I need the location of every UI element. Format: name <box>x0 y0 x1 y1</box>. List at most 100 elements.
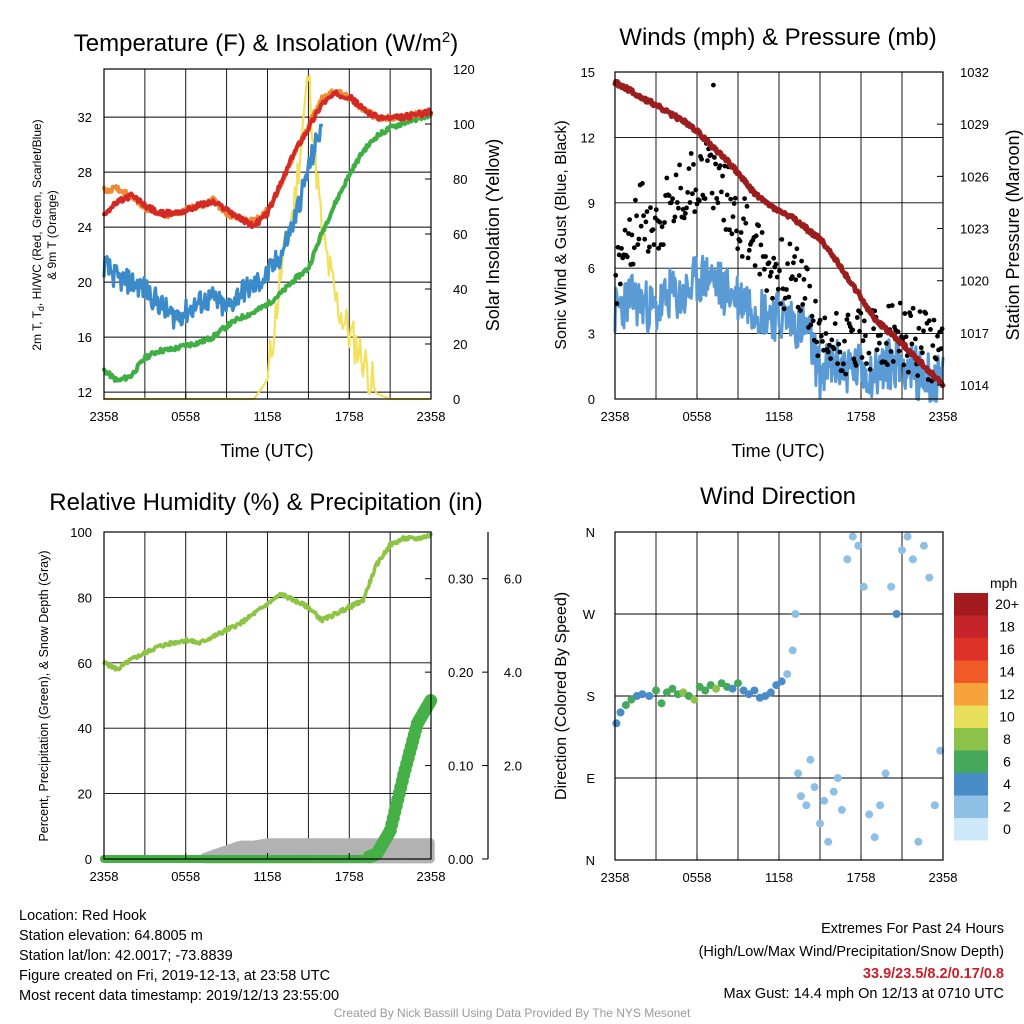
max-gust: Max Gust: 14.4 mph On 12/13 at 0710 UTC <box>723 986 1004 1002</box>
gust-point <box>650 227 656 233</box>
direction-point <box>645 692 654 700</box>
x-tick-label: 0558 <box>683 870 712 885</box>
gust-point <box>744 203 750 209</box>
y-left-tick-label: 12 <box>78 385 92 400</box>
direction-point <box>791 610 800 618</box>
gust-point <box>693 187 699 193</box>
gust-point <box>710 205 716 211</box>
gust-point <box>730 214 736 220</box>
gust-point <box>715 200 721 206</box>
gust-point <box>885 362 890 368</box>
legend-swatch <box>954 593 988 616</box>
y-left-tick-label: 20 <box>78 787 92 802</box>
y-right2-tick-label: 2.0 <box>504 759 522 774</box>
y-right-tick-label: 1017 <box>960 326 989 341</box>
direction-point <box>936 746 945 755</box>
gust-point <box>613 272 619 278</box>
gust-point <box>622 227 628 233</box>
station-location: Location: Red Hook <box>19 908 147 924</box>
direction-point <box>908 555 917 564</box>
gust-point <box>685 190 691 195</box>
x-tick-label: 2358 <box>929 409 958 424</box>
winds-grid <box>615 72 943 399</box>
direction-series <box>612 532 945 846</box>
credit-line: Created By Nick Bassill Using Data Provi… <box>333 1006 691 1020</box>
y-right1-tick-label: 0.20 <box>448 665 473 680</box>
gust-point <box>674 200 680 205</box>
gust-point <box>644 209 650 215</box>
x-tick-label: 2358 <box>601 870 630 885</box>
direction-point <box>919 541 928 550</box>
gust-point <box>859 355 865 360</box>
y-right1-tick-label: 0.10 <box>448 759 473 774</box>
gust-point <box>829 337 835 343</box>
gust-point <box>935 333 940 339</box>
station-elevation: Station elevation: 64.8005 m <box>19 928 203 944</box>
temperature-ticks: 2358 0558 1158 1758 2358 12 16 20 24 28 32 0 20 40 60 8… <box>78 62 475 424</box>
gust-point <box>793 277 799 283</box>
direction-point <box>829 787 838 796</box>
legend-title: mph <box>990 575 1017 591</box>
gust-point <box>807 283 813 289</box>
gust-point <box>709 190 715 196</box>
x-tick-label: 1758 <box>847 409 876 424</box>
gust-point <box>727 227 732 233</box>
direction-point <box>796 792 805 801</box>
extremes-box: Extremes For Past 24 Hours (High/Low/Max… <box>699 918 1004 1004</box>
direction-point <box>802 801 811 810</box>
gust-point <box>771 255 777 261</box>
gust-point <box>828 356 833 361</box>
y-left-tick-label: 40 <box>78 721 92 736</box>
winds-xlabel: Time (UTC) <box>731 441 824 461</box>
gust-point <box>858 310 864 316</box>
y-right-tick-label: 1026 <box>960 169 989 184</box>
direction-point <box>794 769 803 778</box>
gust-point <box>808 322 814 328</box>
gust-point <box>678 185 684 191</box>
gust-point <box>813 298 818 304</box>
humidity-grid <box>104 532 431 859</box>
gust-point <box>818 333 824 339</box>
gust-point <box>843 371 849 377</box>
y-left-tick-label: 16 <box>78 330 92 345</box>
gust-point <box>864 361 869 366</box>
gust-point <box>642 236 648 242</box>
gust-point <box>792 254 797 259</box>
y-right-tick-label: 1029 <box>960 117 989 132</box>
gust-point <box>933 356 939 362</box>
gust-point <box>928 327 933 332</box>
gust-point <box>681 215 687 221</box>
gust-point <box>714 196 720 201</box>
gust-point <box>636 236 642 242</box>
y-left-tick-label: 0 <box>85 852 92 867</box>
winds-ticks: 2358 0558 1158 1758 2358 0 3 6 9 12 15 1014 1017 1020… <box>581 65 989 424</box>
direction-point <box>870 833 879 842</box>
x-tick-label: 1158 <box>765 409 793 424</box>
gust-point <box>753 233 759 239</box>
gust-point <box>931 317 937 323</box>
gust-point <box>671 218 677 224</box>
legend-label: 0 <box>1003 821 1011 837</box>
gust-point <box>752 263 758 268</box>
gust-point <box>641 213 646 219</box>
gust-point <box>728 196 734 202</box>
y-right1-tick-label: 0.30 <box>448 572 473 587</box>
y-right-tick-label: 1014 <box>960 378 989 393</box>
gust-point <box>842 338 847 344</box>
gust-point <box>651 242 657 248</box>
y-tick-label: N <box>586 525 595 540</box>
gust-point <box>779 237 785 242</box>
y-tick-label: E <box>586 771 595 786</box>
y-right-tick-label: 100 <box>453 117 475 132</box>
direction-point <box>668 684 677 693</box>
direction-point <box>690 695 699 704</box>
y-right2-tick-label: 6.0 <box>504 572 522 587</box>
gust-point <box>768 269 774 275</box>
y-right-tick-label: 1032 <box>960 65 989 80</box>
gust-point <box>723 227 729 232</box>
gust-point <box>763 254 768 259</box>
legend-swatch <box>954 683 988 706</box>
x-tick-label: 2358 <box>417 409 446 424</box>
gust-point <box>857 328 862 334</box>
